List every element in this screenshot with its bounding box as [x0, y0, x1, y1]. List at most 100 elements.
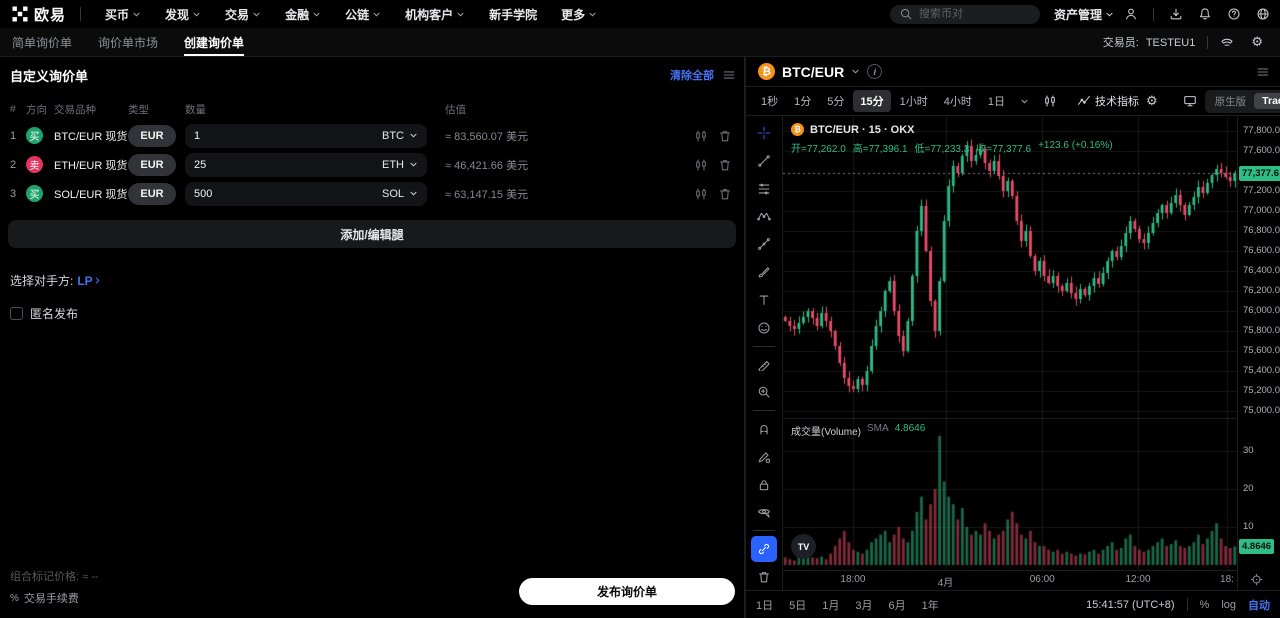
- search-box[interactable]: [889, 4, 1040, 24]
- amount-input[interactable]: [194, 187, 377, 200]
- range-3月[interactable]: 3月: [855, 599, 873, 612]
- delete-leg-icon[interactable]: [718, 129, 732, 143]
- amount-input[interactable]: [194, 129, 377, 142]
- ruler-tool-icon[interactable]: [751, 352, 777, 378]
- price-axis[interactable]: 77,800.0 77,600.0 77,200.0 77,000.0 76,800.0…: [1237, 116, 1280, 590]
- text-tool-tool-icon[interactable]: [751, 287, 777, 313]
- anonymous-checkbox[interactable]: [10, 307, 23, 320]
- tab-创建询价单[interactable]: 创建询价单: [184, 28, 245, 56]
- user-icon[interactable]: [1124, 7, 1138, 21]
- instrument-select[interactable]: ETH/EUR 现货: [54, 157, 136, 173]
- snapshot-icon[interactable]: [1177, 94, 1203, 108]
- trash-tool-icon[interactable]: [751, 564, 777, 590]
- publish-rfq-button[interactable]: 发布询价单: [519, 578, 735, 605]
- currency-pill[interactable]: EUR: [128, 153, 176, 176]
- help-icon[interactable]: [1227, 7, 1241, 21]
- search-input[interactable]: [918, 8, 1031, 20]
- fee-line[interactable]: % 交易手续费: [10, 590, 99, 606]
- emoji-tool-icon[interactable]: [751, 315, 777, 341]
- timeframe-15分[interactable]: 15分: [853, 90, 891, 112]
- chart-style-icon[interactable]: [1037, 94, 1063, 108]
- range-5日[interactable]: 5日: [789, 599, 807, 612]
- price-chart-canvas[interactable]: [783, 116, 1237, 570]
- range-6月[interactable]: 6月: [888, 599, 906, 612]
- menu-item[interactable]: 新手学院: [479, 0, 547, 28]
- link-tool-icon[interactable]: [751, 536, 777, 563]
- unit-select[interactable]: BTC: [382, 129, 404, 142]
- timeframe-1秒[interactable]: 1秒: [761, 96, 779, 108]
- draw-pencil-tool-icon[interactable]: [751, 444, 777, 470]
- timeframe-4小时[interactable]: 4小时: [943, 96, 972, 108]
- percent-scale-button[interactable]: %: [1199, 598, 1210, 611]
- crosshair-tool-icon[interactable]: [751, 120, 777, 146]
- gear-icon[interactable]: ⚙: [1251, 34, 1263, 49]
- assets-menu[interactable]: 资产管理: [1054, 6, 1114, 23]
- fib-retracement-tool-icon[interactable]: [751, 176, 777, 202]
- chart-menu-icon[interactable]: [1256, 65, 1270, 79]
- delete-leg-icon[interactable]: [718, 158, 732, 172]
- menu-item[interactable]: 机构客户: [395, 0, 475, 28]
- zoom-in-tool-icon[interactable]: [751, 379, 777, 405]
- tradingview-version-button[interactable]: TradingView: [1254, 93, 1280, 109]
- chevron-down-icon[interactable]: [409, 160, 418, 169]
- scroll-to-realtime-icon[interactable]: [1250, 573, 1263, 586]
- add-edit-legs-button[interactable]: 添加/编辑腿: [8, 220, 736, 248]
- menu-item[interactable]: 公链: [335, 0, 391, 28]
- tab-简单询价单[interactable]: 简单询价单: [12, 35, 73, 50]
- range-1日[interactable]: 1日: [756, 599, 774, 612]
- eye-hide-tool-icon[interactable]: [751, 500, 777, 526]
- instrument-select[interactable]: BTC/EUR 现货: [54, 128, 136, 144]
- timeframe-1日[interactable]: 1日: [987, 96, 1005, 108]
- currency-pill[interactable]: EUR: [128, 124, 176, 147]
- unit-select[interactable]: ETH: [382, 158, 404, 171]
- lock-tool-icon[interactable]: [751, 472, 777, 498]
- menu-item[interactable]: 买币: [95, 0, 151, 28]
- timeframe-1分[interactable]: 1分: [794, 96, 812, 108]
- time-axis[interactable]: 18:00 4月 06:00 12:00 18:: [783, 570, 1237, 590]
- forecast-tool-icon[interactable]: [751, 231, 777, 257]
- view-chart-icon[interactable]: [694, 158, 708, 172]
- bell-icon[interactable]: [1198, 7, 1212, 21]
- currency-pill[interactable]: EUR: [128, 182, 176, 205]
- globe-icon[interactable]: [1256, 7, 1270, 21]
- instrument-select[interactable]: SOL/EUR 现货: [54, 186, 136, 202]
- clear-all-button[interactable]: 清除全部: [670, 70, 714, 82]
- view-chart-icon[interactable]: [694, 187, 708, 201]
- auto-scale-button[interactable]: 自动: [1248, 599, 1270, 612]
- xabcd-pattern-tool-icon[interactable]: [751, 203, 777, 229]
- chevron-down-icon[interactable]: [409, 189, 418, 198]
- okx-logo[interactable]: 欧易: [12, 4, 66, 25]
- menu-item[interactable]: 金融: [275, 0, 331, 28]
- view-chart-icon[interactable]: [694, 129, 708, 143]
- tradingview-watermark[interactable]: TV: [791, 534, 816, 559]
- menu-item[interactable]: 交易: [215, 0, 271, 28]
- timeframe-1小时[interactable]: 1小时: [899, 96, 928, 108]
- more-intervals-chevron-icon[interactable]: [1014, 97, 1035, 106]
- chevron-down-icon: [192, 10, 201, 19]
- range-1年[interactable]: 1年: [921, 599, 939, 612]
- native-version-button[interactable]: 原生版: [1214, 95, 1247, 108]
- support-phone-icon[interactable]: [1220, 35, 1234, 49]
- range-1月[interactable]: 1月: [822, 599, 840, 612]
- log-scale-button[interactable]: log: [1221, 598, 1236, 611]
- brush-tool-icon[interactable]: [751, 259, 777, 285]
- pair-select-chevron-icon[interactable]: [851, 67, 860, 76]
- timeframe-5分[interactable]: 5分: [827, 96, 845, 108]
- panel-menu-icon[interactable]: [722, 68, 736, 82]
- amount-input[interactable]: [194, 158, 377, 171]
- indicators-icon[interactable]: [1077, 94, 1091, 108]
- download-icon[interactable]: [1169, 7, 1183, 21]
- info-icon[interactable]: i: [867, 64, 883, 79]
- magnet-tool-icon[interactable]: [751, 416, 777, 442]
- counterparty-select[interactable]: LP: [77, 274, 101, 288]
- chevron-down-icon[interactable]: [409, 131, 418, 140]
- tab-询价单市场[interactable]: 询价单市场: [98, 35, 159, 50]
- menu-item[interactable]: 发现: [155, 0, 211, 28]
- indicators-label[interactable]: 技术指标: [1095, 96, 1139, 108]
- unit-select[interactable]: SOL: [381, 187, 404, 200]
- menu-item[interactable]: 更多: [551, 0, 607, 28]
- trend-line-tool-icon[interactable]: [751, 148, 777, 174]
- chart-settings-icon[interactable]: ⚙: [1146, 93, 1158, 108]
- delete-leg-icon[interactable]: [718, 187, 732, 201]
